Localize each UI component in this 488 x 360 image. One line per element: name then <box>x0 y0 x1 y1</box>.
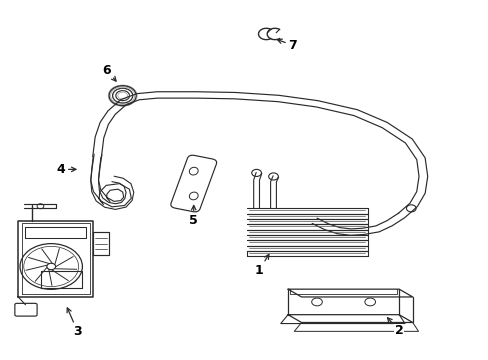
Text: 5: 5 <box>189 206 198 227</box>
Text: 1: 1 <box>254 255 268 277</box>
Text: 3: 3 <box>67 308 82 338</box>
Text: 6: 6 <box>102 64 116 81</box>
Text: 7: 7 <box>277 39 297 52</box>
Text: 4: 4 <box>56 163 76 176</box>
Text: 2: 2 <box>386 318 403 337</box>
